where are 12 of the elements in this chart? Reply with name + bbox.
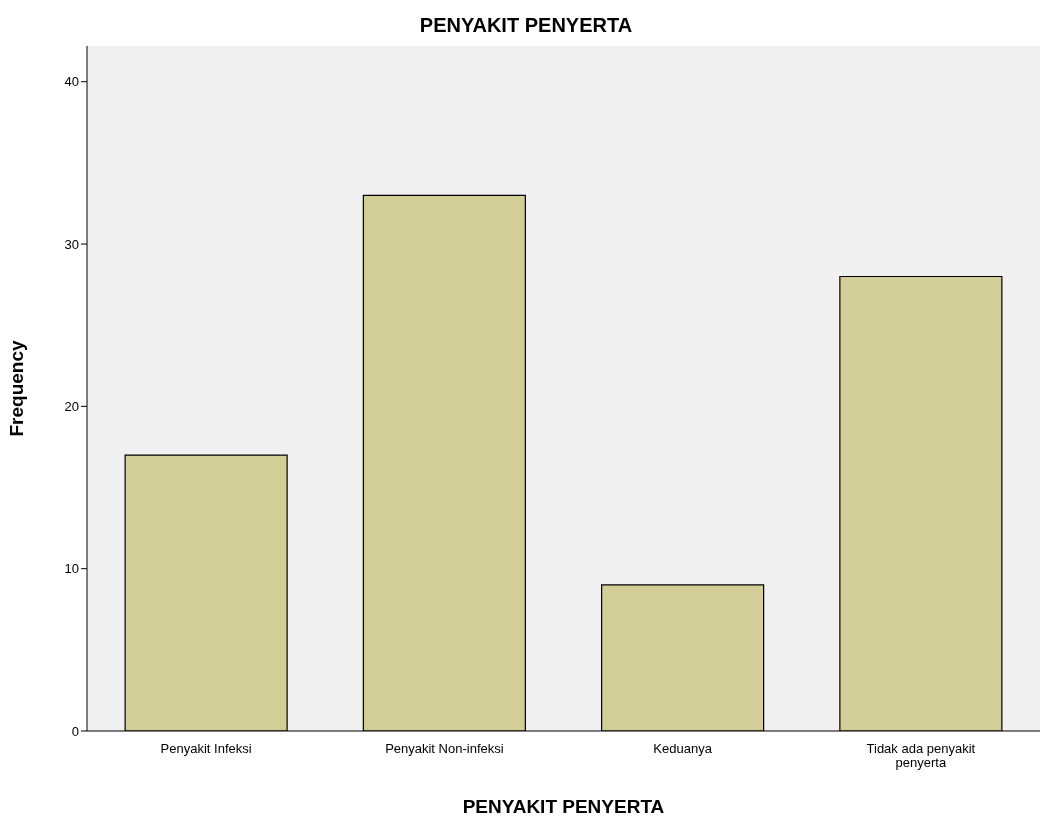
x-axis-title: PENYAKIT PENYERTA — [462, 796, 665, 817]
y-tick-label: 20 — [64, 398, 79, 414]
x-tick-label: Penyakit Non-infeksi — [385, 741, 504, 756]
x-tick-label: Keduanya — [653, 741, 713, 756]
x-tick-label: Penyakit Infeksi — [160, 741, 252, 756]
y-tick-label: 10 — [64, 561, 79, 577]
y-tick-label: 0 — [71, 723, 79, 739]
y-tick-label: 40 — [64, 74, 79, 90]
y-tick-label: 30 — [64, 236, 79, 252]
x-tick-label: Tidak ada penyakit penyerta — [866, 741, 976, 770]
chart-title: PENYAKIT PENYERTA — [418, 13, 634, 38]
y-axis-title: Frequency — [5, 340, 27, 437]
